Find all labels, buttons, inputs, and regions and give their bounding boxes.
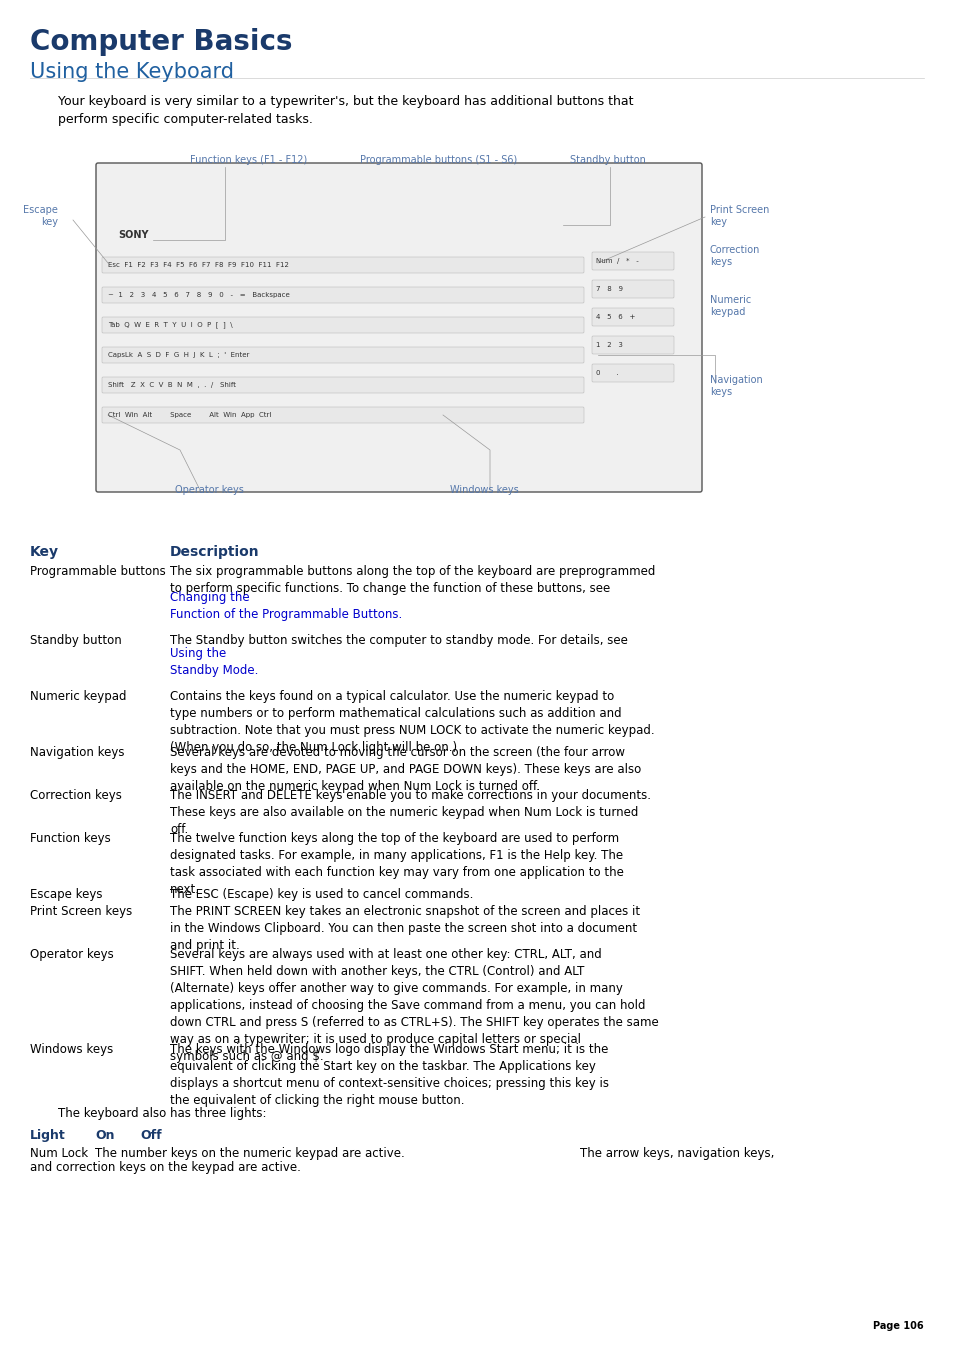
FancyBboxPatch shape <box>592 336 673 354</box>
Text: Operator keys: Operator keys <box>174 485 244 494</box>
Text: On: On <box>95 1129 114 1142</box>
Text: Esc  F1  F2  F3  F4  F5  F6  F7  F8  F9  F10  F11  F12: Esc F1 F2 F3 F4 F5 F6 F7 F8 F9 F10 F11 F… <box>108 262 289 267</box>
Text: The number keys on the numeric keypad are active.: The number keys on the numeric keypad ar… <box>95 1147 404 1161</box>
Text: CapsLk  A  S  D  F  G  H  J  K  L  ;  '  Enter: CapsLk A S D F G H J K L ; ' Enter <box>108 353 249 358</box>
Text: Computer Basics: Computer Basics <box>30 28 293 55</box>
Text: Contains the keys found on a typical calculator. Use the numeric keypad to
type : Contains the keys found on a typical cal… <box>170 690 654 754</box>
Text: The PRINT SCREEN key takes an electronic snapshot of the screen and places it
in: The PRINT SCREEN key takes an electronic… <box>170 905 639 952</box>
Text: Num  /   *   -: Num / * - <box>596 258 639 263</box>
Text: Using the
Standby Mode.: Using the Standby Mode. <box>170 647 258 677</box>
Text: 4   5   6   +: 4 5 6 + <box>596 313 635 320</box>
FancyBboxPatch shape <box>102 407 583 423</box>
Text: Description: Description <box>170 544 259 559</box>
FancyBboxPatch shape <box>102 347 583 363</box>
FancyBboxPatch shape <box>592 280 673 299</box>
Text: Tab  Q  W  E  R  T  Y  U  I  O  P  [  ]  \: Tab Q W E R T Y U I O P [ ] \ <box>108 322 233 328</box>
Text: Several keys are devoted to moving the cursor on the screen (the four arrow
keys: Several keys are devoted to moving the c… <box>170 746 640 793</box>
FancyBboxPatch shape <box>592 253 673 270</box>
Text: The INSERT and DELETE keys enable you to make corrections in your documents.
The: The INSERT and DELETE keys enable you to… <box>170 789 650 836</box>
Text: Correction keys: Correction keys <box>30 789 122 802</box>
Text: Function keys: Function keys <box>30 832 111 844</box>
FancyBboxPatch shape <box>96 163 701 492</box>
Text: SONY: SONY <box>118 230 149 240</box>
FancyBboxPatch shape <box>102 257 583 273</box>
Text: Several keys are always used with at least one other key: CTRL, ALT, and
SHIFT. : Several keys are always used with at lea… <box>170 948 659 1063</box>
Text: Numeric
keypad: Numeric keypad <box>709 295 750 316</box>
Text: Changing the
Function of the Programmable Buttons.: Changing the Function of the Programmabl… <box>170 590 402 621</box>
Text: Correction
keys: Correction keys <box>709 245 760 266</box>
Text: Navigation keys: Navigation keys <box>30 746 125 759</box>
Text: The Standby button switches the computer to standby mode. For details, see: The Standby button switches the computer… <box>170 634 631 647</box>
Text: Print Screen
key: Print Screen key <box>709 205 768 227</box>
Text: Key: Key <box>30 544 59 559</box>
Text: and correction keys on the keypad are active.: and correction keys on the keypad are ac… <box>30 1161 300 1174</box>
Text: Escape
key: Escape key <box>23 205 58 227</box>
Text: Shift   Z  X  C  V  B  N  M  ,  .  /   Shift: Shift Z X C V B N M , . / Shift <box>108 382 235 388</box>
Text: Off: Off <box>140 1129 161 1142</box>
FancyBboxPatch shape <box>592 308 673 326</box>
Text: The arrow keys, navigation keys,: The arrow keys, navigation keys, <box>579 1147 774 1161</box>
Text: The ESC (Escape) key is used to cancel commands.: The ESC (Escape) key is used to cancel c… <box>170 888 473 901</box>
Text: ~  1   2   3   4   5   6   7   8   9   0   -   =   Backspace: ~ 1 2 3 4 5 6 7 8 9 0 - = Backspace <box>108 292 290 299</box>
Text: The keyboard also has three lights:: The keyboard also has three lights: <box>58 1106 266 1120</box>
Text: Windows keys: Windows keys <box>450 485 518 494</box>
Text: Numeric keypad: Numeric keypad <box>30 690 127 703</box>
Text: The twelve function keys along the top of the keyboard are used to perform
desig: The twelve function keys along the top o… <box>170 832 623 896</box>
FancyBboxPatch shape <box>102 377 583 393</box>
Text: Windows keys: Windows keys <box>30 1043 113 1056</box>
FancyBboxPatch shape <box>102 286 583 303</box>
Text: Programmable buttons: Programmable buttons <box>30 565 166 578</box>
Text: Ctrl  Win  Alt        Space        Alt  Win  App  Ctrl: Ctrl Win Alt Space Alt Win App Ctrl <box>108 412 271 417</box>
FancyBboxPatch shape <box>102 317 583 332</box>
Text: Using the Keyboard: Using the Keyboard <box>30 62 233 82</box>
Text: 7   8   9: 7 8 9 <box>596 286 622 292</box>
Text: Navigation
keys: Navigation keys <box>709 376 762 397</box>
Text: Standby button: Standby button <box>569 155 645 165</box>
Text: Light: Light <box>30 1129 66 1142</box>
Text: Programmable buttons (S1 - S6): Programmable buttons (S1 - S6) <box>359 155 517 165</box>
Text: The six programmable buttons along the top of the keyboard are preprogrammed
to : The six programmable buttons along the t… <box>170 565 655 594</box>
Text: Num Lock: Num Lock <box>30 1147 88 1161</box>
Text: Print Screen keys: Print Screen keys <box>30 905 132 917</box>
Text: Operator keys: Operator keys <box>30 948 113 961</box>
Text: Standby button: Standby button <box>30 634 122 647</box>
Text: The keys with the Windows logo display the Windows Start menu; it is the
equival: The keys with the Windows logo display t… <box>170 1043 608 1106</box>
Text: 0       .: 0 . <box>596 370 618 376</box>
Text: Escape keys: Escape keys <box>30 888 102 901</box>
Text: Your keyboard is very similar to a typewriter's, but the keyboard has additional: Your keyboard is very similar to a typew… <box>58 95 633 126</box>
FancyBboxPatch shape <box>592 363 673 382</box>
Text: 1   2   3: 1 2 3 <box>596 342 622 349</box>
Text: Function keys (F1 - F12): Function keys (F1 - F12) <box>190 155 307 165</box>
Text: Page 106: Page 106 <box>872 1321 923 1331</box>
